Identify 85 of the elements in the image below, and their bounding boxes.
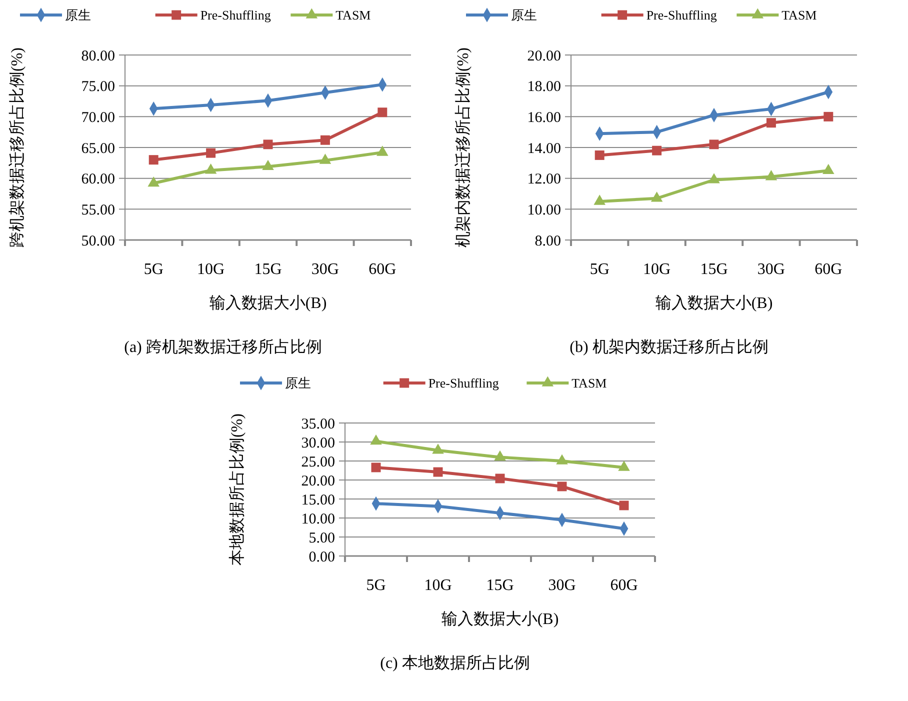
y-tick-label: 10.00	[301, 511, 335, 528]
point	[376, 146, 388, 156]
text: (c) 本地数据所占比例	[380, 654, 530, 672]
point	[619, 500, 629, 510]
y-tick-label: 15.00	[301, 492, 335, 508]
y-tick-label: 16.00	[527, 110, 561, 126]
x-axis-title: 输入数据大小(B)	[441, 610, 559, 628]
point	[319, 154, 332, 164]
y-tick-label: 30.00	[301, 435, 335, 452]
point	[709, 140, 719, 150]
point	[652, 146, 662, 156]
legend-label: 原生	[65, 8, 91, 23]
x-tick-label: 30G	[311, 261, 340, 278]
x-axis-title: 输入数据大小(B)	[209, 294, 327, 312]
point	[822, 164, 834, 174]
legend-label: 原生	[285, 376, 311, 391]
point	[618, 460, 630, 471]
point	[432, 444, 444, 454]
y-tick-label: 18.00	[527, 79, 561, 96]
y-tick-label: 70.00	[81, 110, 115, 126]
x-tick-label: 15G	[700, 261, 728, 278]
y-tick-label: 25.00	[301, 454, 335, 470]
y-tick-label: 0.00	[308, 549, 335, 566]
y-axis-title: 本地数据所占比例(%)	[228, 414, 246, 566]
y-tick-label: 8.00	[534, 233, 561, 250]
x-tick-label: 5G	[590, 261, 610, 278]
text: (b) 机架内数据迁移所占比例	[570, 338, 768, 356]
x-tick-label: 60G	[610, 577, 638, 594]
x-tick-label: 60G	[814, 261, 843, 278]
x-tick-label: 5G	[366, 577, 386, 594]
y-tick-label: 12.00	[527, 172, 561, 188]
point	[650, 192, 663, 202]
point	[320, 135, 330, 145]
point	[494, 450, 506, 461]
legend-label: TASM	[336, 8, 372, 23]
legend-label: TASM	[572, 376, 608, 391]
x-tick-label: 30G	[757, 261, 786, 278]
y-tick-label: 55.00	[81, 202, 115, 218]
x-axis-title: 输入数据大小(B)	[655, 294, 773, 312]
x-tick-label: 15G	[254, 261, 282, 278]
text: (a) 跨机架数据迁移所占比例	[124, 338, 322, 356]
legend-label: Pre-Shuffling	[646, 8, 718, 23]
y-tick-label: 75.00	[81, 79, 115, 96]
point	[594, 194, 606, 205]
point	[148, 155, 158, 165]
point	[495, 474, 505, 484]
point	[557, 482, 567, 492]
point	[766, 118, 776, 128]
point	[594, 150, 604, 160]
y-tick-label: 60.00	[81, 172, 115, 188]
x-tick-label: 5G	[144, 261, 164, 278]
point	[378, 108, 388, 118]
y-tick-label: 80.00	[81, 48, 115, 64]
x-tick-label: 10G	[424, 577, 452, 594]
legend-label: 原生	[511, 8, 537, 23]
y-axis-title: 跨机架数据迁移所占比例(%)	[8, 48, 26, 248]
y-axis-title: 机架内数据迁移所占比例(%)	[454, 48, 472, 248]
y-tick-label: 14.00	[527, 140, 561, 157]
y-tick-label: 65.00	[81, 140, 115, 157]
x-tick-label: 60G	[368, 261, 397, 278]
point	[263, 140, 273, 150]
point	[204, 164, 217, 174]
y-tick-label: 50.00	[81, 233, 115, 250]
y-tick-label: 20.00	[527, 48, 561, 64]
y-tick-label: 5.00	[308, 530, 335, 546]
x-tick-label: 30G	[548, 577, 576, 594]
point	[708, 173, 720, 184]
y-tick-label: 35.00	[301, 416, 335, 432]
point	[371, 462, 381, 472]
y-tick-label: 20.00	[301, 473, 335, 490]
point	[433, 467, 443, 477]
x-tick-label: 15G	[486, 577, 514, 594]
legend-label: Pre-Shuffling	[200, 8, 272, 23]
point	[824, 112, 834, 122]
point	[206, 148, 216, 158]
point	[370, 434, 382, 445]
point	[148, 176, 160, 187]
point	[556, 454, 568, 464]
point	[765, 170, 778, 180]
legend-label: TASM	[782, 8, 818, 23]
x-tick-label: 10G	[643, 261, 672, 278]
x-tick-label: 10G	[197, 261, 226, 278]
legend-label: Pre-Shuffling	[428, 376, 500, 391]
y-tick-label: 10.00	[527, 202, 561, 218]
point	[262, 160, 274, 170]
